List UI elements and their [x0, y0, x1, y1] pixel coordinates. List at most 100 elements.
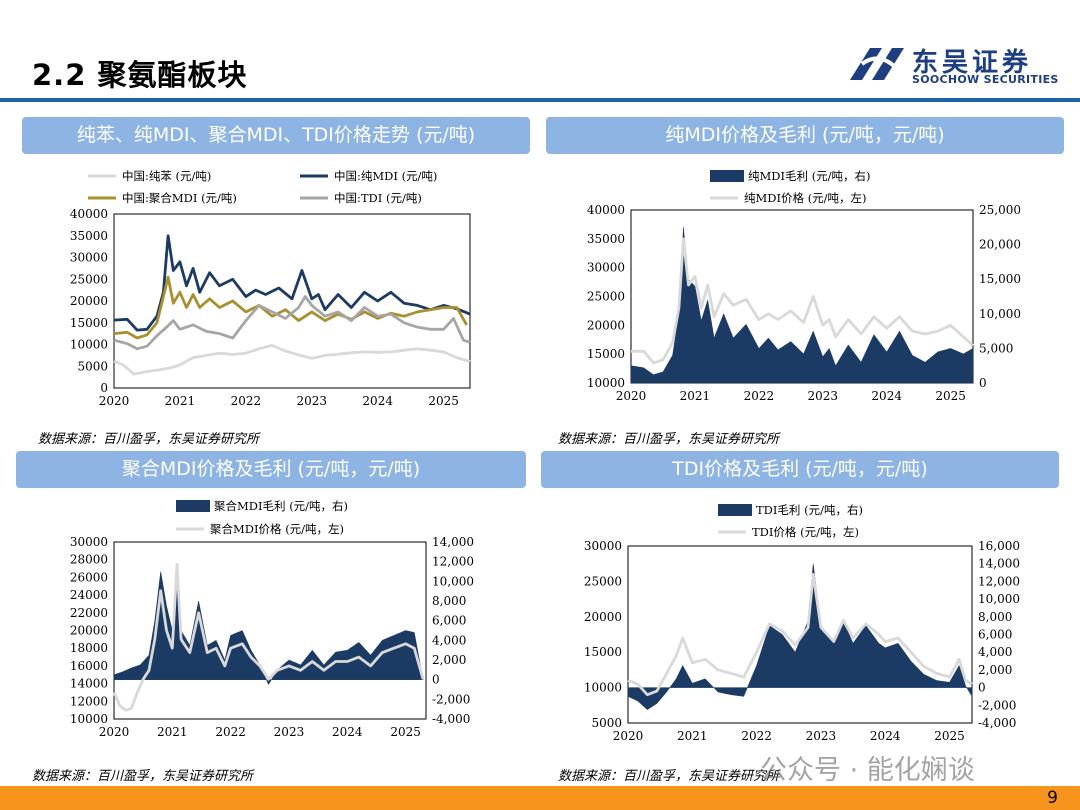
x-tick-label: 2025 [428, 394, 459, 408]
y-tick-label-right: 6,000 [432, 614, 466, 628]
legend-pure-mdi-price-label: 纯MDI价格 (元/吨，左) [744, 191, 867, 205]
y-tick-label-left: 35000 [70, 229, 108, 243]
x-tick-label: 2024 [870, 729, 901, 743]
x-tick-label: 2025 [390, 725, 421, 739]
y-tick-label-right: -4,000 [432, 712, 470, 726]
soochow-logo-icon [850, 48, 904, 80]
x-tick-label: 2023 [806, 729, 837, 743]
y-tick-label-right: 8,000 [978, 610, 1012, 624]
y-tick-label-left: 10000 [70, 712, 108, 726]
y-tick-label-right: 0 [432, 673, 440, 687]
x-tick-label: 2020 [99, 394, 130, 408]
soochow-logo: 东吴证券 SOOCHOW SECURITIES [848, 40, 1058, 90]
chart1-header: 纯苯、纯MDI、聚合MDI、TDI价格走势 (元/吨) [22, 117, 530, 154]
y-tick-label-right: 4,000 [978, 645, 1012, 659]
page-title: 2.2 聚氨酯板块 [32, 58, 248, 92]
chart1-pure-benzene-mdi-tdi-price: 0 5000 10000 15000 20000 25000 30000 35000 40000… [70, 169, 471, 408]
y-tick-label-right: 14,000 [978, 557, 1020, 571]
logo-text-en: SOOCHOW SECURITIES [912, 73, 1059, 86]
margin-area [113, 563, 424, 686]
y-tick-label-left: 30000 [70, 251, 108, 265]
y-tick-label-left: 15000 [587, 347, 625, 361]
y-tick-label-right: 8,000 [432, 594, 466, 608]
series-line-3 [113, 295, 471, 351]
y-tick-label-right: 10,000 [432, 574, 474, 588]
y-tick-label-left: 30000 [70, 535, 108, 549]
plot-frame [113, 213, 471, 389]
y-tick-label-left: 10000 [70, 338, 108, 352]
legend-tdi-margin-label: TDI毛利 (元/吨，右) [756, 503, 863, 517]
x-tick-label: 2023 [297, 394, 328, 408]
y-tick-label-right: 25,000 [979, 203, 1021, 217]
y-tick-label-left: 15000 [70, 316, 108, 330]
y-tick-label-left: 10000 [584, 681, 622, 695]
y-tick-label-left: 26000 [70, 570, 108, 584]
x-tick-label: 2020 [99, 725, 130, 739]
y-tick-label-left: 15000 [584, 645, 622, 659]
y-tick-label-left: 30000 [587, 261, 625, 275]
y-tick-label-left: 0 [100, 381, 108, 395]
legend-polymeric-mdi-margin-label: 聚合MDI毛利 (元/吨，右) [214, 499, 348, 513]
chart3-source: 数据来源：百川盈孚，东吴证券研究所 [32, 769, 254, 784]
y-tick-label-left: 30000 [584, 539, 622, 553]
legend-pure-mdi-label: 中国:纯MDI (元/吨) [334, 169, 437, 183]
legend-tdi-margin-swatch [718, 504, 752, 516]
y-tick-label-left: 25000 [70, 272, 108, 286]
y-tick-label-right: 12,000 [978, 574, 1020, 588]
y-tick-label-left: 5000 [591, 716, 622, 730]
y-tick-label-left: 18000 [70, 641, 108, 655]
y-tick-label-right: 20,000 [979, 238, 1021, 252]
title-rule [0, 98, 1080, 102]
chart4-source: 数据来源：百川盈孚，东吴证券研究所 [558, 769, 780, 784]
legend-polymeric-mdi-label: 中国:聚合MDI (元/吨) [122, 191, 237, 205]
x-tick-label: 2025 [934, 729, 965, 743]
y-tick-label-right: 16,000 [978, 539, 1020, 553]
x-tick-label: 2022 [231, 394, 262, 408]
x-tick-label: 2024 [362, 394, 393, 408]
y-tick-label-left: 28000 [70, 553, 108, 567]
y-tick-label-right: 0 [978, 681, 986, 695]
x-tick-label: 2022 [741, 729, 772, 743]
price-line [631, 237, 974, 365]
chart2-header: 纯MDI价格及毛利 (元/吨，元/吨) [546, 117, 1064, 154]
y-tick-label-right: 2,000 [432, 653, 466, 667]
footer-bar: 9 [0, 786, 1080, 810]
chart2-source: 数据来源：百川盈孚，东吴证券研究所 [558, 432, 780, 447]
y-tick-label-right: 14,000 [432, 535, 474, 549]
x-tick-label: 2020 [616, 389, 647, 403]
y-tick-label-right: 10,000 [979, 307, 1021, 321]
y-tick-label-right: 0 [979, 376, 987, 390]
y-tick-label-left: 10000 [587, 376, 625, 390]
x-tick-label: 2020 [613, 729, 644, 743]
legend-benzene-label: 中国:纯苯 (元/吨) [122, 169, 211, 183]
x-tick-label: 2021 [680, 389, 711, 403]
y-tick-label-right: 15,000 [979, 272, 1021, 286]
y-tick-label-left: 20000 [584, 610, 622, 624]
x-tick-label: 2021 [157, 725, 188, 739]
chart1-source: 数据来源：百川盈孚，东吴证券研究所 [38, 432, 260, 447]
plot-frame [627, 545, 973, 724]
y-tick-label-right: -2,000 [432, 692, 470, 706]
chart4-header: TDI价格及毛利 (元/吨，元/吨) [541, 451, 1059, 488]
y-tick-label-right: -2,000 [978, 698, 1016, 712]
y-tick-label-left: 40000 [70, 207, 108, 221]
chart3-polymeric-mdi-price-margin: 10000 12000 14000 16000 18000 20000 22000 24000… [70, 499, 474, 739]
y-tick-label-left: 25000 [584, 574, 622, 588]
y-tick-label-left: 16000 [70, 659, 108, 673]
y-tick-label-left: 22000 [70, 606, 108, 620]
y-tick-label-right: 5,000 [979, 341, 1013, 355]
watermark: 公众号 · 能化娴谈 [760, 755, 975, 786]
chart2-pure-mdi-price-margin: 10000 15000 20000 25000 30000 35000 40000 0 5,00… [587, 169, 1021, 403]
y-tick-label-left: 12000 [70, 694, 108, 708]
y-tick-label-left: 5000 [77, 359, 108, 373]
series-line-0 [113, 344, 471, 376]
y-tick-label-right: 10,000 [978, 592, 1020, 606]
legend-pure-mdi-margin-label: 纯MDI毛利 (元/吨，右) [748, 169, 871, 183]
y-tick-label-right: -4,000 [978, 716, 1016, 730]
chart4-tdi-price-margin: 5000 10000 15000 20000 25000 30000 -4,000 -2,00… [584, 503, 1020, 743]
x-tick-label: 2021 [165, 394, 196, 408]
y-tick-label-left: 20000 [587, 318, 625, 332]
y-tick-label-right: 6,000 [978, 628, 1012, 642]
chart3-header: 聚合MDI价格及毛利 (元/吨，元/吨) [16, 451, 526, 488]
y-tick-label-right: 2,000 [978, 663, 1012, 677]
